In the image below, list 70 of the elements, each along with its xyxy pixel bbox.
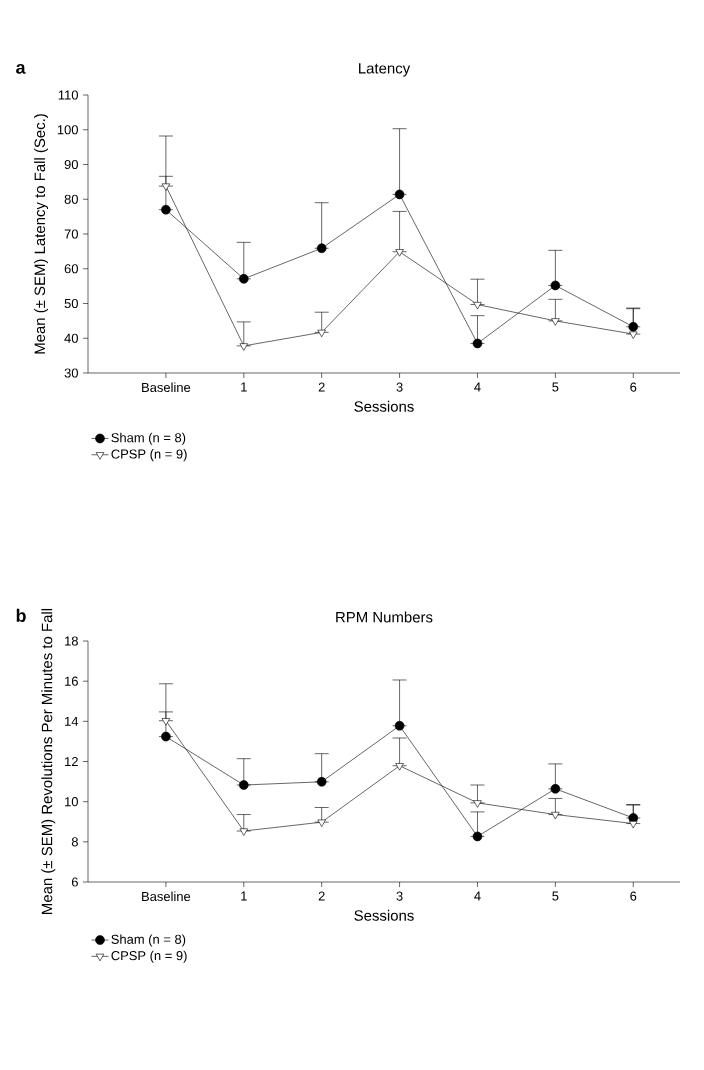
x-axis-title: Sessions	[354, 400, 414, 412]
point	[629, 821, 638, 829]
y-tick-label: 12	[65, 756, 78, 767]
y-axis-title: Mean (± SEM) Latency to Fall (Sec.)	[34, 114, 49, 354]
point	[395, 763, 404, 771]
point	[473, 302, 482, 310]
legend-label: Sham (n = 8)	[111, 432, 186, 445]
y-tick-label: 6	[71, 877, 78, 887]
point	[628, 813, 639, 823]
point	[161, 731, 171, 742]
legend-label: CPSP (n = 9)	[111, 950, 187, 963]
point	[551, 318, 560, 326]
legend-label: Sham (n = 8)	[111, 934, 186, 947]
point	[550, 784, 561, 794]
x-tick-label: 6	[630, 382, 637, 392]
chart-title: RPM Numbers	[336, 611, 433, 623]
y-tick-label: 18	[65, 636, 78, 646]
point	[317, 819, 326, 827]
point	[316, 243, 327, 254]
y-tick-label: 110	[58, 90, 78, 100]
y-tick-label: 40	[64, 333, 78, 343]
y-tick-label: 90	[64, 159, 78, 170]
point	[238, 274, 249, 284]
x-axis-title: Sessions	[354, 909, 414, 921]
y-tick-label: 50	[64, 298, 78, 309]
x-tick-label: Baseline	[142, 382, 191, 393]
point	[317, 329, 326, 338]
chart-title: Latency	[359, 63, 411, 77]
y-tick-label: 10	[65, 797, 78, 807]
y-tick-label: 30	[64, 368, 78, 378]
y-tick-label: 80	[64, 194, 78, 204]
point	[238, 780, 249, 790]
point	[161, 204, 171, 215]
point	[239, 828, 248, 836]
point	[551, 811, 560, 820]
y-tick-label: 70	[64, 229, 78, 239]
x-tick-label: 3	[396, 382, 403, 392]
y-tick-label: 16	[65, 676, 78, 686]
point	[161, 183, 171, 191]
point	[316, 776, 327, 787]
y-axis-title: Mean (± SEM) Revolutions Per Minutes to Fall	[41, 608, 56, 914]
point	[394, 189, 405, 200]
x-tick-label: 1	[241, 382, 247, 392]
y-tick-label: 60	[64, 264, 78, 274]
x-tick-label: 5	[552, 382, 559, 392]
y-tick-label: 14	[65, 716, 79, 726]
point	[239, 343, 248, 351]
point	[394, 720, 405, 731]
legend-label: CPSP (n = 9)	[111, 449, 187, 462]
x-tick-label: 6	[630, 891, 637, 901]
x-tick-label: Baseline	[142, 891, 191, 902]
x-tick-label: 1	[241, 891, 247, 901]
x-tick-label: 4	[474, 382, 481, 392]
point	[472, 338, 483, 349]
x-tick-label: 5	[552, 891, 559, 901]
point	[550, 280, 561, 291]
x-tick-label: 4	[474, 891, 481, 901]
point	[628, 321, 639, 332]
x-tick-label: 3	[396, 891, 403, 901]
text: a	[16, 63, 26, 74]
x-tick-label: 2	[318, 891, 325, 901]
point	[473, 800, 482, 808]
x-tick-label: 2	[318, 382, 325, 392]
point	[395, 249, 404, 257]
point	[629, 331, 638, 339]
y-tick-label: 8	[71, 837, 78, 847]
point	[472, 831, 483, 842]
text: b	[16, 608, 26, 623]
point	[161, 718, 171, 726]
y-tick-label: 100	[57, 125, 78, 135]
